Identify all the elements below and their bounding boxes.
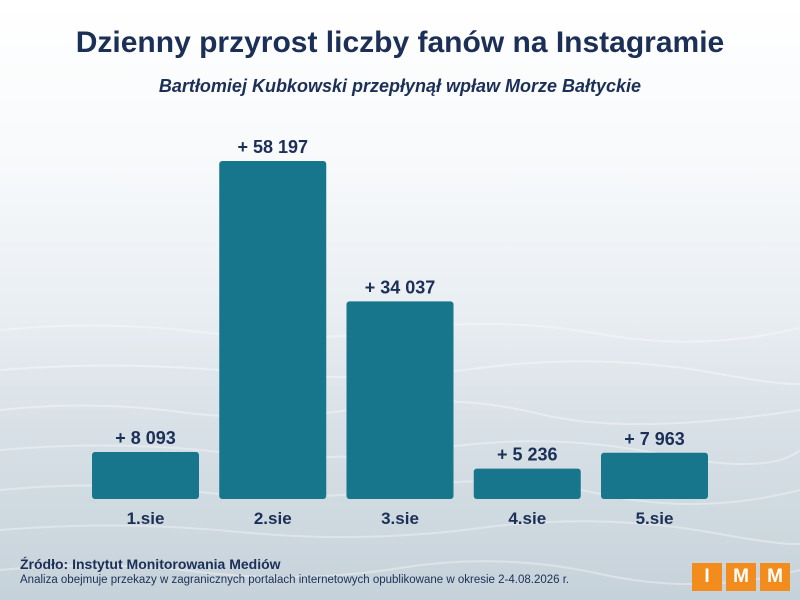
x-tick-3.sie: 3.sie [381,509,419,528]
source-text: Źródło: Instytut Monitorowania Mediów [20,556,281,572]
logo-letter-m2: M [760,563,790,591]
bar-2.sie [219,161,327,499]
x-tick-4.sie: 4.sie [508,509,546,528]
data-label-3.sie: + 34 037 [365,277,436,297]
x-tick-2.sie: 2.sie [254,509,292,528]
data-label-1.sie: + 8 093 [115,428,176,448]
chart-subtitle: Bartłomiej Kubkowski przepłynął wpław Mo… [158,76,642,96]
data-label-2.sie: + 58 197 [237,137,308,157]
data-label-5.sie: + 7 963 [624,429,685,449]
bar-5.sie [601,452,708,499]
bar-1.sie [92,451,199,499]
bar-3.sie [346,301,454,499]
bar-4.sie [473,468,581,499]
logo-letter-m1: M [726,563,756,591]
x-tick-5.sie: 5.sie [636,509,674,528]
imm-logo: I M M [692,563,790,591]
analysis-note: Analiza obejmuje przekazy w zagranicznyc… [20,574,570,586]
chart-title: Dzienny przyrost liczby fanów na Instagr… [75,26,725,59]
logo-letter-i: I [692,563,722,591]
data-label-4.sie: + 5 236 [497,445,558,465]
x-tick-1.sie: 1.sie [127,509,165,528]
